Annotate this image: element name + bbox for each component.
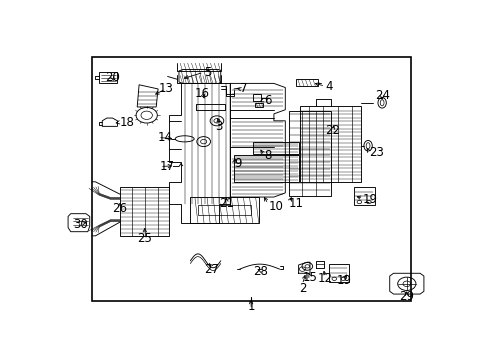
Text: 25: 25 [137, 232, 152, 245]
Bar [354, 186, 374, 205]
Text: 1: 1 [247, 301, 255, 314]
Bar [120, 187, 170, 236]
Bar [253, 141, 298, 154]
Text: 19: 19 [363, 193, 378, 206]
Bar [295, 79, 318, 86]
Text: 19: 19 [337, 274, 352, 287]
Text: 24: 24 [375, 89, 390, 102]
Text: 5: 5 [204, 66, 211, 79]
Text: 18: 18 [120, 116, 135, 129]
Text: 15: 15 [302, 271, 318, 284]
Text: 6: 6 [265, 94, 272, 107]
Bar [92, 57, 411, 301]
Text: 14: 14 [158, 131, 173, 144]
Text: 11: 11 [289, 198, 304, 211]
Bar [329, 264, 349, 282]
Bar [190, 197, 259, 223]
Text: 3: 3 [215, 120, 222, 133]
Text: 22: 22 [325, 124, 340, 137]
Bar [253, 94, 261, 102]
Bar [300, 105, 361, 182]
Text: 7: 7 [240, 82, 247, 95]
Text: 13: 13 [158, 82, 173, 95]
Text: 30: 30 [74, 218, 88, 231]
Bar [99, 72, 118, 84]
Bar [255, 103, 263, 107]
Text: 21: 21 [219, 198, 234, 211]
Text: 10: 10 [268, 200, 283, 213]
Text: 26: 26 [113, 202, 127, 215]
Text: 4: 4 [325, 80, 333, 93]
Text: 23: 23 [369, 146, 384, 159]
Text: 29: 29 [399, 290, 415, 303]
Text: 17: 17 [160, 160, 175, 173]
Text: 9: 9 [234, 157, 242, 170]
Text: 8: 8 [265, 149, 272, 162]
Text: 20: 20 [105, 71, 120, 84]
Text: 27: 27 [204, 262, 219, 276]
Bar [234, 156, 298, 182]
Text: 2: 2 [298, 282, 306, 295]
Bar [289, 111, 331, 195]
Text: 28: 28 [253, 265, 268, 278]
Text: 16: 16 [194, 87, 209, 100]
Bar [198, 205, 251, 215]
Text: 12: 12 [318, 272, 333, 285]
